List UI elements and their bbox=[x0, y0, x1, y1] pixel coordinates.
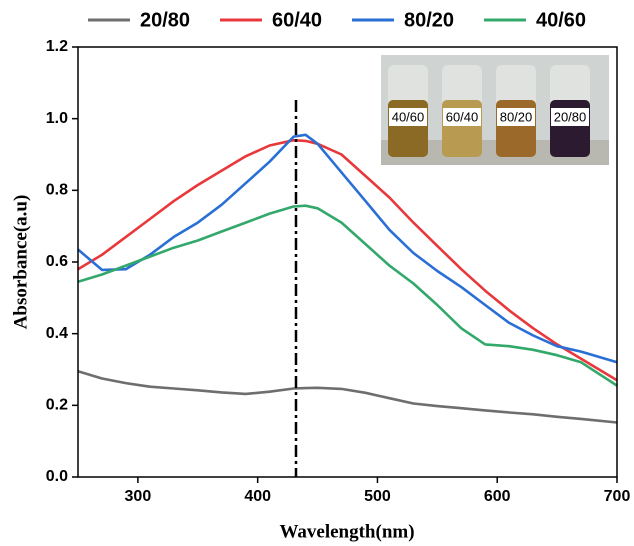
x-tick-label: 500 bbox=[364, 488, 391, 505]
series-line bbox=[77, 133, 618, 364]
y-tick-label: 1.2 bbox=[46, 38, 68, 55]
y-tick-label: 0.2 bbox=[46, 397, 68, 414]
series-line bbox=[77, 138, 618, 382]
vial-label-bg bbox=[389, 108, 427, 126]
series-line bbox=[77, 204, 618, 387]
vial-label: 40/60 bbox=[392, 109, 425, 124]
y-axis-title: Absorbance(a.u) bbox=[10, 195, 31, 330]
legend-label: 40/60 bbox=[536, 9, 586, 31]
x-tick-label: 700 bbox=[604, 488, 631, 505]
x-tick-label: 300 bbox=[125, 488, 152, 505]
inset-photo: 40/60 60/40 80/20 20/80 bbox=[381, 55, 609, 165]
y-tick-label: 1.0 bbox=[46, 110, 68, 127]
vial-label-bg bbox=[497, 108, 535, 126]
vial-label-bg bbox=[443, 108, 481, 126]
plot-frame bbox=[77, 46, 618, 478]
vial-label: 20/80 bbox=[554, 109, 587, 124]
y-tick-label: 0.8 bbox=[46, 182, 68, 199]
vial-label-bg bbox=[551, 108, 589, 126]
series-line bbox=[77, 370, 618, 424]
vial-label: 60/40 bbox=[446, 109, 479, 124]
y-tick-label: 0.6 bbox=[46, 253, 68, 270]
x-axis-title: Wavelength(nm) bbox=[279, 521, 414, 542]
y-tick-label: 0.4 bbox=[46, 325, 68, 342]
legend-label: 60/40 bbox=[272, 9, 322, 31]
legend-label: 20/80 bbox=[140, 9, 190, 31]
y-tick-label: 0.0 bbox=[46, 468, 68, 485]
x-tick-label: 600 bbox=[484, 488, 511, 505]
legend-label: 80/20 bbox=[404, 9, 454, 31]
x-tick-label: 400 bbox=[244, 488, 271, 505]
vial-label: 80/20 bbox=[500, 109, 533, 124]
